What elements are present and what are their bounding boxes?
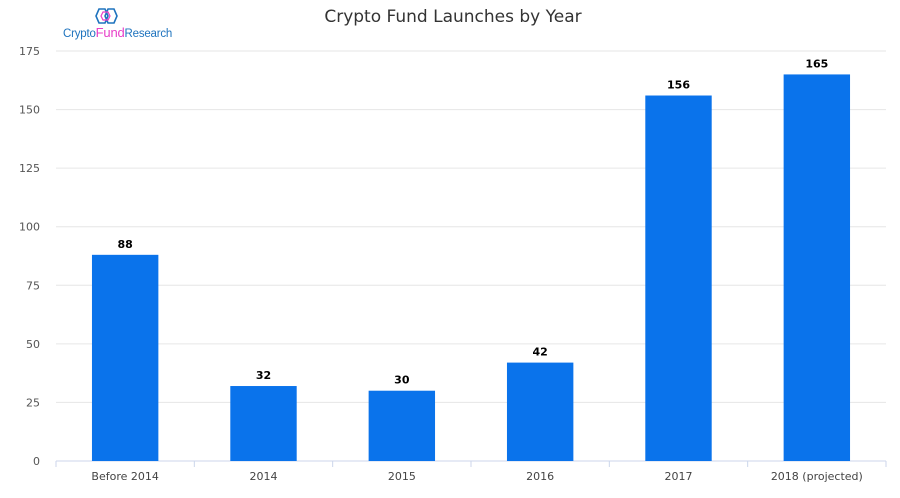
- y-tick-label: 150: [19, 104, 40, 117]
- logo-text-research: Research: [124, 28, 173, 40]
- brand-logo: CryptoFundResearch: [63, 8, 173, 42]
- logo-text-fund: Fund: [95, 25, 125, 40]
- data-label: 42: [533, 346, 548, 359]
- y-tick-label: 125: [19, 162, 40, 175]
- y-tick-label: 100: [19, 221, 40, 234]
- data-label: 156: [667, 79, 690, 92]
- x-tick-label: 2014: [250, 470, 278, 483]
- y-tick-label: 75: [26, 279, 40, 292]
- x-axis: Before 2014 2014 2015 2016 2017 2018 (project…: [55, 460, 887, 483]
- data-label: 165: [805, 57, 828, 70]
- bar-series: [91, 74, 851, 461]
- x-tick-label: 2017: [665, 470, 693, 483]
- data-label: 32: [256, 369, 271, 382]
- y-tick-label: 0: [33, 455, 40, 468]
- chart-title: Crypto Fund Launches by Year: [324, 7, 581, 27]
- data-label: 30: [394, 374, 410, 387]
- bar: [368, 390, 436, 461]
- x-tick-label: 2015: [388, 470, 416, 483]
- gridlines: [56, 50, 886, 403]
- bar: [783, 74, 851, 461]
- x-tick-label: 2016: [526, 470, 554, 483]
- x-tick-label: Before 2014: [91, 470, 158, 483]
- data-labels: 88 32 30 42 156 165: [118, 57, 829, 386]
- y-tick-label: 25: [26, 396, 40, 409]
- linked-hexagons-icon: [95, 8, 118, 24]
- y-tick-label: 175: [19, 45, 40, 58]
- y-axis: 0 25 50 75 100 125 150 175: [19, 45, 40, 468]
- bar: [91, 254, 159, 461]
- logo-wordmark: CryptoFundResearch: [63, 25, 172, 40]
- bar: [645, 95, 712, 461]
- logo-text-crypto: Crypto: [63, 28, 96, 40]
- y-tick-label: 50: [26, 338, 40, 351]
- bar: [506, 362, 574, 461]
- data-label: 88: [118, 238, 133, 251]
- bar: [230, 386, 297, 461]
- x-tick-label: 2018 (projected): [771, 470, 863, 483]
